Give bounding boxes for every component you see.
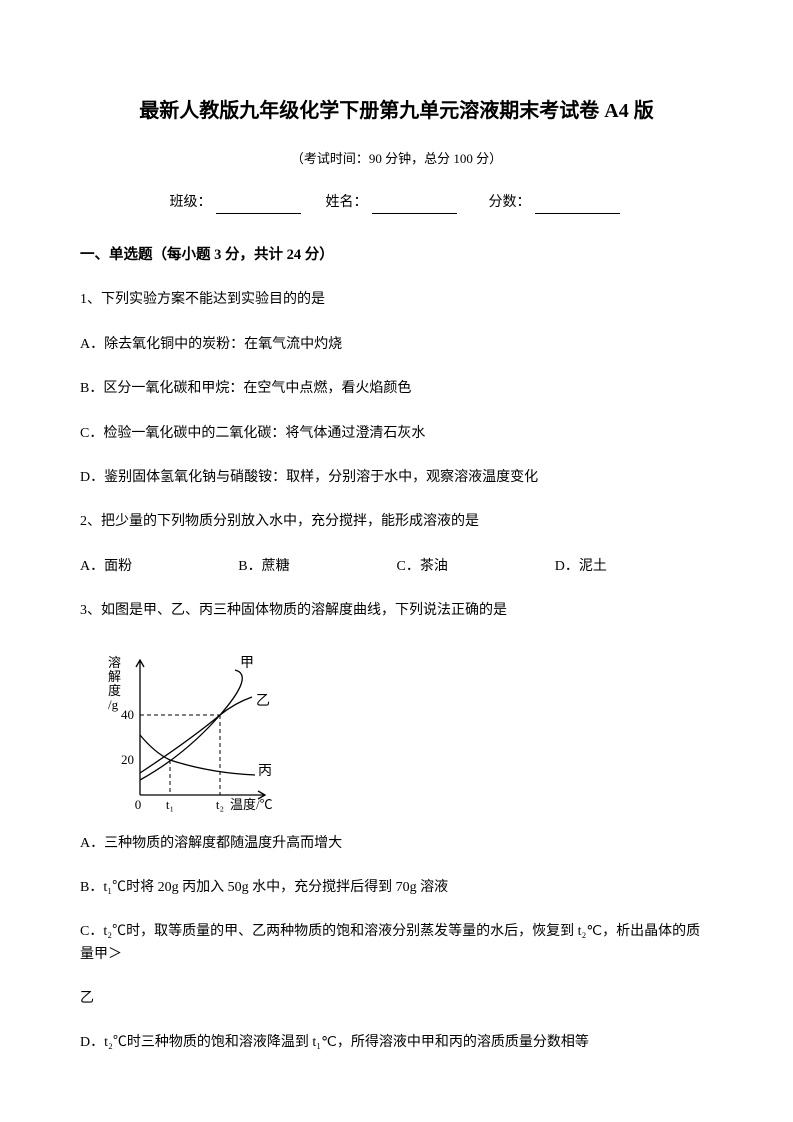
q1-option-b: B．区分一氧化碳和甲烷：在空气中点燃，看火焰颜色 <box>80 378 713 400</box>
svg-text:/g: /g <box>108 697 119 712</box>
svg-text:20: 20 <box>121 752 134 767</box>
q1-option-a: A．除去氧化铜中的炭粉：在氧气流中灼烧 <box>80 334 713 356</box>
q2-option-c: C．茶油 <box>397 556 555 578</box>
svg-text:温度/℃: 温度/℃ <box>230 797 273 812</box>
svg-text:溶: 溶 <box>108 655 121 670</box>
q2-option-d: D．泥土 <box>555 556 713 578</box>
q2-options: A．面粉 B．蔗糖 C．茶油 D．泥土 <box>80 556 713 578</box>
name-blank[interactable] <box>372 198 457 214</box>
q3-option-b: B．t₁℃时将 20g 丙加入 50g 水中，充分搅拌后得到 70g 溶液 <box>80 877 713 899</box>
student-info-line: 班级： 姓名： 分数： <box>80 192 713 214</box>
score-label: 分数： <box>489 195 531 210</box>
svg-text:0: 0 <box>135 797 142 812</box>
q3-stem: 3、如图是甲、乙、丙三种固体物质的溶解度曲线，下列说法正确的是 <box>80 600 713 622</box>
q2-option-b: B．蔗糖 <box>238 556 396 578</box>
q2-stem: 2、把少量的下列物质分别放入水中，充分搅拌，能形成溶液的是 <box>80 511 713 533</box>
exam-subtitle: （考试时间：90 分钟，总分 100 分） <box>80 149 713 170</box>
q1-option-c: C．检验一氧化碳中的二氧化碳：将气体通过澄清石灰水 <box>80 423 713 445</box>
q3-option-c-suffix: 乙 <box>80 988 713 1010</box>
svg-text:40: 40 <box>121 707 134 722</box>
score-blank[interactable] <box>535 198 620 214</box>
q3-option-a: A．三种物质的溶解度都随温度升高而增大 <box>80 833 713 855</box>
svg-text:乙: 乙 <box>256 693 270 709</box>
section-1-header: 一、单选题（每小题 3 分，共计 24 分） <box>80 244 713 267</box>
q3-option-d: D．t₂℃时三种物质的饱和溶液降温到 t₁℃，所得溶液中甲和丙的溶质质量分数相等 <box>80 1032 713 1054</box>
q1-option-d: D．鉴别固体氢氧化钠与硝酸铵：取样，分别溶于水中，观察溶液温度变化 <box>80 467 713 489</box>
svg-text:解: 解 <box>108 669 121 684</box>
svg-text:丙: 丙 <box>258 764 272 779</box>
class-blank[interactable] <box>216 198 301 214</box>
q3-option-c-prefix: C．t₂℃时，取等质量的甲、乙两种物质的饱和溶液分别蒸发等量的水后，恢复到 t₂… <box>80 924 700 961</box>
svg-text:度: 度 <box>108 683 121 698</box>
name-label: 姓名： <box>326 195 368 210</box>
svg-text:t₂: t₂ <box>216 797 224 812</box>
page-title: 最新人教版九年级化学下册第九单元溶液期末考试卷 A4 版 <box>80 95 713 127</box>
class-label: 班级： <box>170 195 212 210</box>
solubility-chart: 20 40 0 t₁ t₂ 甲乙丙 溶解度/g 温度/℃ <box>100 645 290 815</box>
q1-stem: 1、下列实验方案不能达到实验目的的是 <box>80 289 713 311</box>
svg-text:甲: 甲 <box>240 656 254 671</box>
q2-option-a: A．面粉 <box>80 556 238 578</box>
q3-option-c: C．t₂℃时，取等质量的甲、乙两种物质的饱和溶液分别蒸发等量的水后，恢复到 t₂… <box>80 921 713 966</box>
svg-text:t₁: t₁ <box>166 797 174 812</box>
